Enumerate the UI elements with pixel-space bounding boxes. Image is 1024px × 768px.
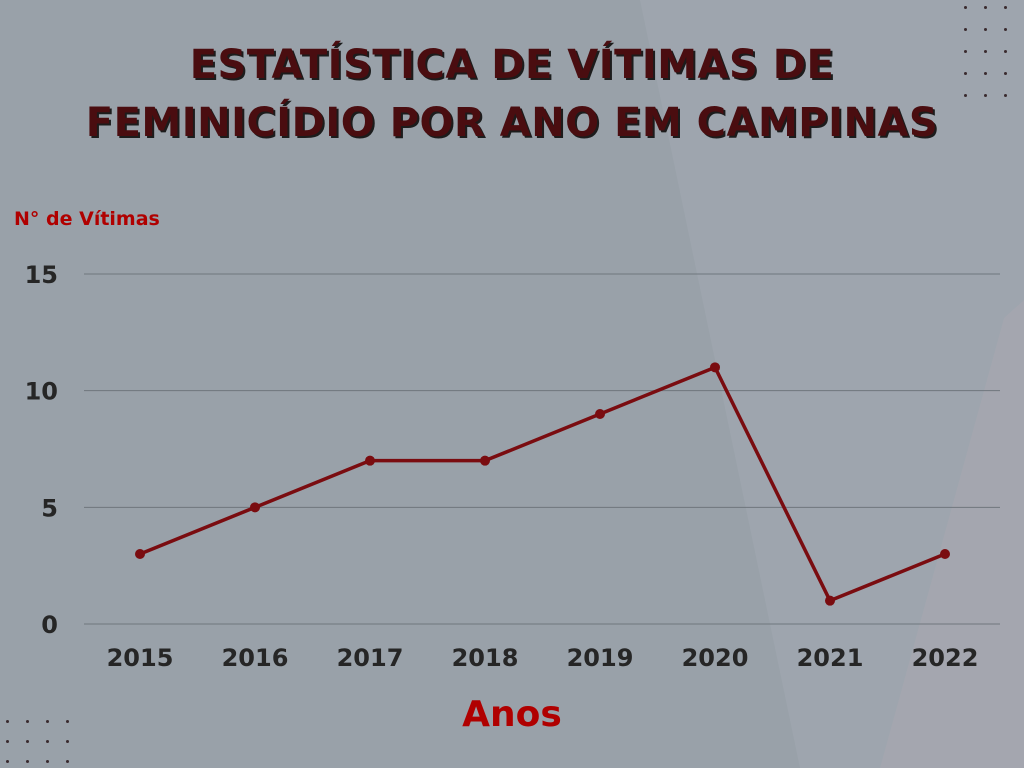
x-tick-label: 2021 bbox=[797, 644, 864, 672]
x-tick-label: 2017 bbox=[337, 644, 404, 672]
y-tick-label: 0 bbox=[41, 611, 58, 639]
x-tick-label: 2020 bbox=[682, 644, 749, 672]
x-tick-label: 2022 bbox=[912, 644, 979, 672]
y-axis-label: N° de Vítimas bbox=[14, 208, 160, 230]
data-point-2018 bbox=[480, 455, 490, 466]
x-tick-label: 2019 bbox=[567, 644, 634, 672]
data-point-2019 bbox=[595, 409, 605, 419]
y-tick-label: 5 bbox=[41, 494, 58, 522]
data-point-2017 bbox=[365, 455, 375, 466]
data-point-2022 bbox=[940, 549, 950, 559]
series-line bbox=[138, 365, 947, 603]
x-tick-label: 2016 bbox=[222, 644, 289, 672]
y-tick-label: 10 bbox=[25, 378, 58, 406]
x-axis-label: Anos bbox=[462, 694, 562, 735]
data-point-2020 bbox=[710, 362, 720, 373]
chart-title: ESTATÍSTICA DE VÍTIMAS DE FEMINICÍDIO PO… bbox=[0, 36, 1024, 152]
decorative-dots-top-right bbox=[964, 6, 1024, 97]
decorative-dots-bottom-left bbox=[6, 720, 69, 763]
data-point-2015 bbox=[135, 549, 145, 559]
x-tick-label: 2015 bbox=[107, 644, 174, 672]
x-tick-label: 2018 bbox=[452, 644, 519, 672]
y-tick-label: 15 bbox=[25, 261, 58, 289]
data-point-2021 bbox=[825, 595, 835, 606]
chart-title-line-1: ESTATÍSTICA DE VÍTIMAS DE bbox=[189, 42, 835, 88]
chart-title-line-2: FEMINICÍDIO POR ANO EM CAMPINAS bbox=[85, 100, 939, 146]
data-point-2016 bbox=[250, 502, 260, 513]
